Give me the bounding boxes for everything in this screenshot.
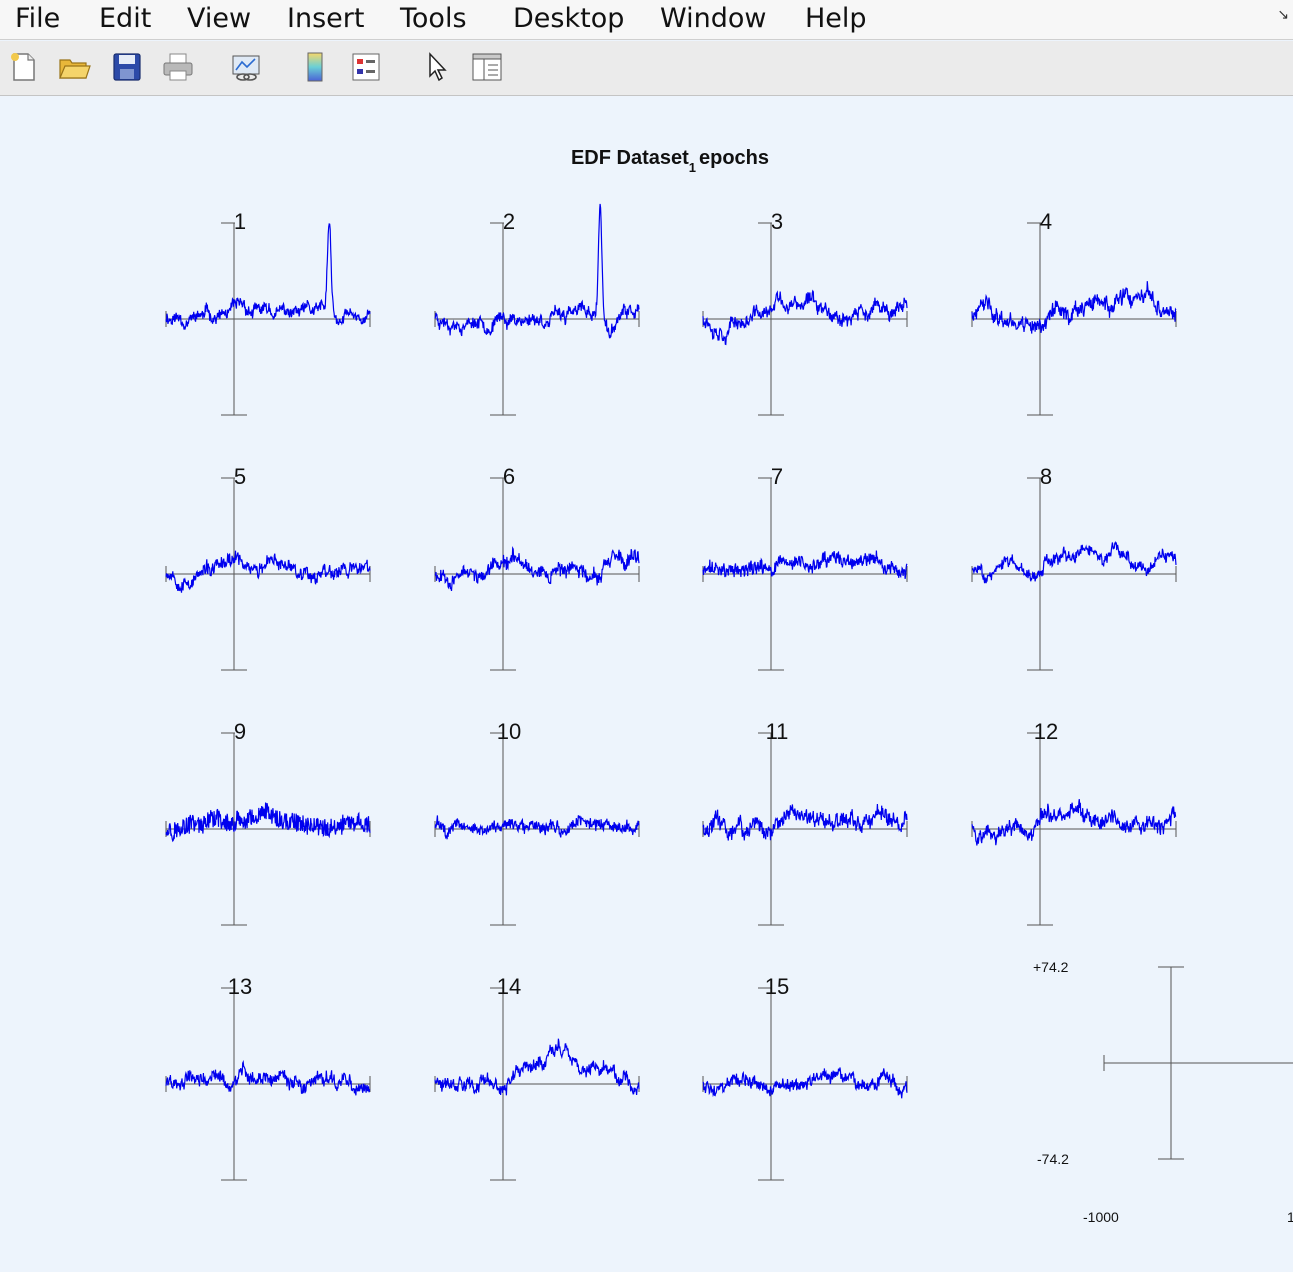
new-figure-icon[interactable]	[6, 50, 40, 84]
menu-file[interactable]: File	[15, 3, 61, 34]
epoch-7-trace	[702, 550, 908, 579]
toolbar	[0, 41, 1293, 96]
epoch-4-trace	[971, 281, 1177, 334]
scale-xmin-label: -1000	[1083, 1209, 1119, 1225]
epoch-11-label: 11	[766, 719, 789, 744]
epoch-10-label: 10	[497, 719, 521, 744]
epoch-8-trace	[971, 540, 1177, 584]
menu-help[interactable]: Help	[805, 3, 867, 34]
colorbar-icon[interactable]	[298, 50, 332, 84]
menu-insert[interactable]: Insert	[287, 3, 365, 34]
dock-arrow-icon[interactable]: ↘	[1277, 6, 1289, 22]
epoch-9-label: 9	[234, 719, 246, 744]
scale-ymin-label: -74.2	[1037, 1151, 1069, 1167]
scale-xmax-label: 1	[1287, 1209, 1293, 1225]
menu-tools[interactable]: Tools	[400, 3, 467, 34]
epoch-8-label: 8	[1040, 464, 1052, 489]
epoch-6-trace	[434, 546, 640, 591]
epoch-10-trace	[434, 815, 640, 840]
epoch-12-trace	[971, 799, 1177, 846]
epoch-3-trace	[702, 289, 908, 346]
menu-bar: File Edit View Insert Tools Desktop Wind…	[0, 0, 1293, 40]
epoch-15-trace	[702, 1067, 908, 1099]
pointer-icon[interactable]	[420, 50, 454, 84]
epoch-12-label: 12	[1034, 719, 1058, 744]
save-icon[interactable]	[110, 50, 144, 84]
menu-edit[interactable]: Edit	[99, 3, 152, 34]
epoch-7-label: 7	[771, 464, 783, 489]
epoch-6-label: 6	[503, 464, 515, 489]
epoch-9-trace	[165, 802, 371, 843]
epoch-1-trace	[165, 223, 371, 330]
epoch-5-trace	[165, 550, 371, 593]
menu-view[interactable]: View	[187, 3, 252, 34]
epoch-2-label: 2	[503, 209, 515, 234]
epoch-11-trace	[702, 803, 908, 841]
epoch-15-label: 15	[765, 974, 789, 999]
figure-canvas[interactable]: EDF Dataset1 epochs 1 2 3 4 5 6 7 8 9 10 11 12 13 14 15…	[0, 96, 1293, 1272]
property-inspector-icon[interactable]	[470, 50, 504, 84]
print-icon[interactable]	[161, 50, 195, 84]
menu-window[interactable]: Window	[660, 3, 767, 34]
epoch-3-label: 3	[771, 209, 783, 234]
scale-ymax-label: +74.2	[1033, 959, 1069, 975]
epoch-2-trace	[434, 203, 640, 340]
legend-icon[interactable]	[349, 50, 383, 84]
epoch-14-trace	[434, 1038, 640, 1096]
epoch-1-label: 1	[234, 209, 246, 234]
link-plot-icon[interactable]	[229, 50, 263, 84]
menu-desktop[interactable]: Desktop	[513, 3, 625, 34]
figure-title: EDF Dataset1 epochs	[570, 147, 770, 175]
epoch-14-label: 14	[497, 974, 521, 999]
epoch-13-trace	[165, 1059, 371, 1096]
epoch-13-label: 13	[228, 974, 252, 999]
open-folder-icon[interactable]	[57, 50, 91, 84]
epoch-5-label: 5	[234, 464, 246, 489]
epoch-4-label: 4	[1040, 209, 1052, 234]
